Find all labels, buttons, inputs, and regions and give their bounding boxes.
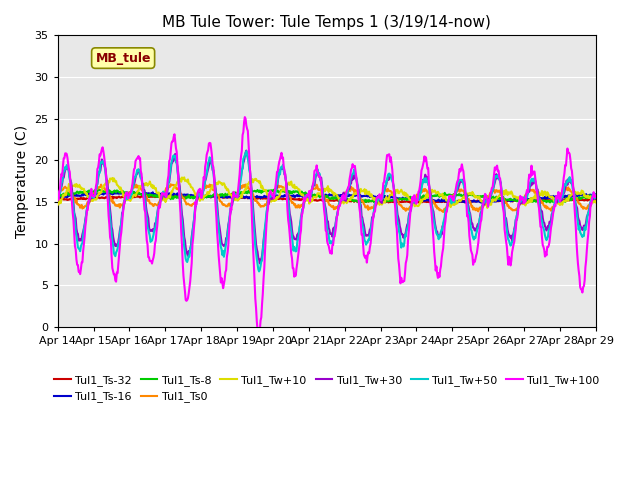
Title: MB Tule Tower: Tule Temps 1 (3/19/14-now): MB Tule Tower: Tule Temps 1 (3/19/14-now… (163, 15, 492, 30)
Text: MB_tule: MB_tule (95, 51, 151, 65)
Y-axis label: Temperature (C): Temperature (C) (15, 125, 29, 238)
Legend: Tul1_Ts-32, Tul1_Ts-16, Tul1_Ts-8, Tul1_Ts0, Tul1_Tw+10, Tul1_Tw+30, Tul1_Tw+50,: Tul1_Ts-32, Tul1_Ts-16, Tul1_Ts-8, Tul1_… (50, 371, 604, 407)
